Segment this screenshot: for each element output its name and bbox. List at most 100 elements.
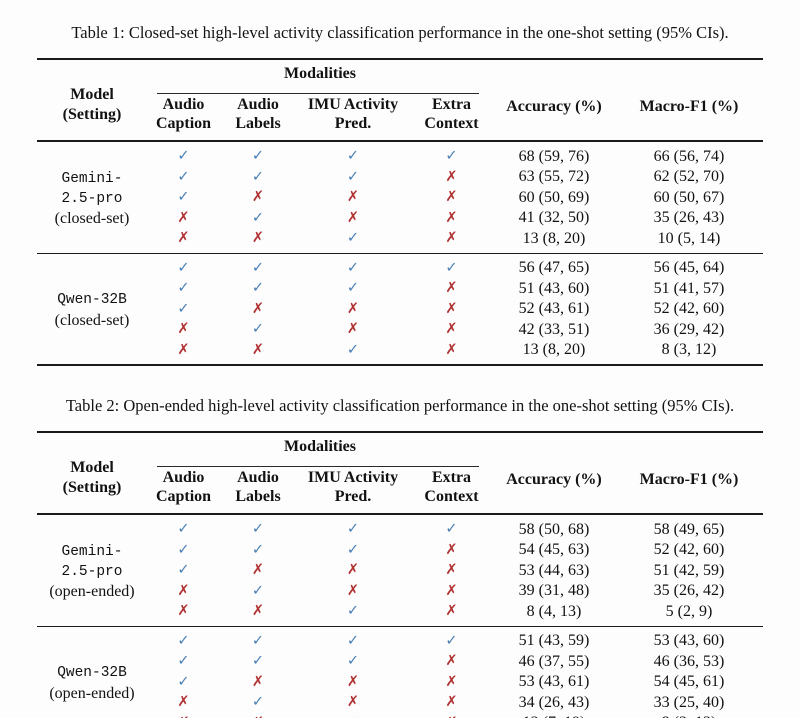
modality-cell-audio-caption: ✗ (147, 713, 220, 718)
results-table: Model (Setting) Modalities Accuracy (%) Macr… (37, 431, 763, 718)
model-setting-line: (open-ended) (49, 583, 135, 600)
modality-cell-audio-caption: ✓ (147, 625, 220, 651)
accuracy-cell: 34 (26, 43) (518, 693, 590, 711)
cross-icon: ✗ (445, 341, 458, 358)
modality-cell-imu-activity-pred: ✓ (296, 278, 410, 299)
cross-icon: ✗ (251, 673, 265, 690)
macro-f1-cell: 33 (25, 40) (653, 693, 725, 711)
macro-f1-cell: 51 (41, 57) (653, 279, 725, 297)
check-icon: ✓ (445, 632, 458, 649)
header-line: Labels (235, 488, 281, 505)
cross-icon: ✗ (445, 209, 458, 226)
header-line: Context (424, 488, 479, 505)
header-cell-audio-caption: Audio Caption (147, 95, 220, 142)
check-icon: ✓ (177, 673, 190, 690)
check-icon: ✓ (347, 715, 359, 718)
modality-cell-extra-context: ✗ (410, 713, 493, 718)
modality-cell-imu-activity-pred: ✗ (296, 208, 410, 229)
header-cell-extra-context: Extra Context (410, 468, 493, 515)
modality-cell-audio-labels: ✓ (220, 141, 296, 167)
check-icon: ✓ (346, 148, 360, 164)
accuracy-cell: 51 (43, 60) (518, 279, 590, 297)
table-row: ✗ ✗ ✓ ✗ 13 (8, 20) 8 (3, 12) (37, 340, 763, 366)
macro-f1-cell: 5 (2, 9) (665, 602, 713, 620)
modality-cell-audio-caption: ✓ (147, 141, 220, 167)
modalities-cmidrule (157, 466, 479, 467)
header-row-1: Model (Setting) Modalities Accuracy (%) Macr… (37, 59, 763, 142)
modality-cell-imu-activity-pred: ✓ (296, 651, 410, 672)
header-cell-imu-activity-pred: IMU Activity Pred. (296, 95, 410, 142)
modality-cell-audio-labels: ✓ (220, 278, 296, 299)
check-icon: ✓ (177, 259, 190, 276)
modality-cell-audio-labels: ✗ (220, 299, 296, 320)
header-cell-accuracy: Accuracy (%) (493, 432, 615, 515)
cross-icon: ✗ (445, 673, 458, 690)
results-table: Model (Setting) Modalities Accuracy (%) Macr… (37, 58, 763, 366)
header-line: IMU Activity (307, 96, 399, 113)
table-row: Qwen-32B (open-ended) ✓ ✓ ✓ ✓ 51 (43, 59) 53 (4… (37, 625, 763, 718)
modality-cell-extra-context: ✗ (410, 672, 493, 693)
check-icon: ✓ (346, 259, 360, 276)
cross-icon: ✗ (177, 715, 189, 718)
header-cell-macro-f1: Macro-F1 (%) (615, 59, 763, 142)
table-1-section: Table 1: Closed-set high-level activity … (37, 23, 763, 366)
modality-cell-audio-labels: ✗ (220, 187, 296, 208)
macro-f1-cell: 10 (5, 14) (657, 229, 721, 247)
table-row: ✓ ✓ ✓ ✗ 51 (43, 60) 51 (41, 57) (37, 278, 763, 299)
cross-icon: ✗ (346, 562, 360, 578)
check-icon: ✓ (346, 632, 360, 649)
macro-f1-cell: 52 (42, 60) (653, 300, 725, 317)
modality-cell-imu-activity-pred: ✓ (296, 252, 410, 278)
modality-cell-extra-context: ✗ (410, 228, 493, 253)
macro-f1-cell: 58 (49, 65) (653, 520, 725, 538)
modality-cell-imu-activity-pred: ✓ (296, 340, 410, 366)
check-icon: ✓ (251, 521, 265, 537)
table-row: ✓ ✓ ✓ ✗ 54 (45, 63) 52 (42, 60) (37, 540, 763, 561)
header-cell-modalities: Modalities (147, 432, 493, 468)
modality-cell-imu-activity-pred: ✓ (296, 713, 410, 718)
accuracy-cell: 58 (50, 68) (518, 520, 590, 538)
modality-cell-extra-context: ✗ (410, 278, 493, 299)
header-line: Labels (235, 115, 281, 132)
modality-cell-imu-activity-pred: ✗ (296, 672, 410, 693)
macro-f1-cell: 60 (50, 67) (653, 188, 725, 206)
modality-cell-audio-caption: ✗ (147, 692, 220, 713)
check-icon: ✓ (251, 148, 265, 164)
modality-cell-imu-activity-pred: ✗ (296, 560, 410, 581)
modality-cell-imu-activity-pred: ✓ (296, 228, 410, 253)
modality-cell-audio-caption: ✗ (147, 208, 220, 229)
cross-icon: ✗ (251, 341, 265, 358)
table-2: Model (Setting) Modalities Accuracy (%) Macr… (37, 431, 763, 718)
macro-f1-cell: 8 (3, 12) (661, 341, 717, 358)
model-cell: Gemini- 2.5-pro (closed-set) (37, 141, 147, 253)
header-line: Caption (155, 115, 212, 132)
accuracy-cell: 52 (43, 61) (518, 300, 590, 317)
model-name-line: 2.5-pro (61, 563, 123, 580)
modality-cell-extra-context: ✓ (410, 514, 493, 540)
modality-cell-audio-labels: ✗ (220, 340, 296, 366)
modality-cell-audio-caption: ✗ (147, 581, 220, 602)
check-icon: ✓ (251, 582, 265, 599)
header-cell-audio-labels: Audio Labels (220, 95, 296, 142)
table-1: Model (Setting) Modalities Accuracy (%) Macr… (37, 58, 763, 366)
table-row: ✓ ✗ ✗ ✗ 53 (43, 61) 54 (45, 61) (37, 672, 763, 693)
table-row: ✗ ✗ ✓ ✗ 13 (7, 19)8 (3, 13) (37, 713, 763, 718)
cross-icon: ✗ (252, 715, 264, 718)
cross-icon: ✗ (346, 673, 360, 690)
check-icon: ✓ (177, 148, 190, 164)
modality-cell-extra-context: ✓ (410, 141, 493, 167)
modality-cell-extra-context: ✗ (410, 187, 493, 208)
check-icon: ✓ (251, 168, 265, 185)
modality-cell-audio-labels: ✓ (220, 581, 296, 602)
macro-f1-cell: 66 (56, 74) (653, 147, 725, 165)
table-row: ✗ ✓ ✗ ✗ 42 (33, 51) 36 (29, 42) (37, 319, 763, 340)
modality-cell-audio-labels: ✓ (220, 252, 296, 278)
check-icon: ✓ (177, 189, 190, 205)
header-line: Audio (237, 469, 279, 486)
macro-f1-cell: 52 (42, 60) (653, 541, 725, 558)
check-icon: ✓ (346, 230, 360, 246)
modality-cell-audio-labels: ✗ (220, 601, 296, 626)
cross-icon: ✗ (177, 582, 190, 599)
modality-cell-audio-caption: ✗ (147, 228, 220, 253)
header-line: Context (424, 115, 479, 132)
